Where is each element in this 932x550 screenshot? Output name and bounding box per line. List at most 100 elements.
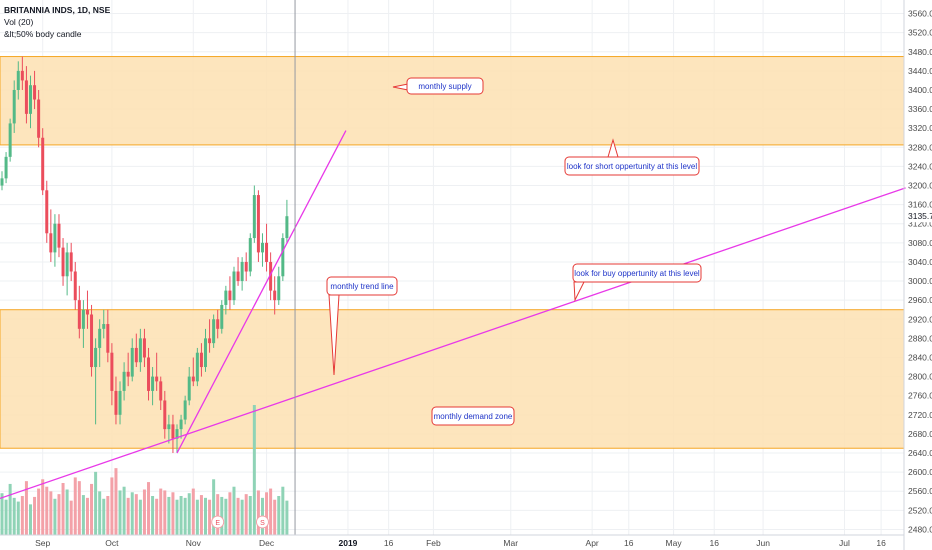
candle-body bbox=[252, 195, 256, 239]
price-tick-label: 2560.00 bbox=[908, 486, 932, 496]
candle-body bbox=[4, 156, 8, 179]
event-marker-S[interactable]: S bbox=[255, 515, 269, 529]
volume-bar bbox=[224, 498, 228, 535]
volume-bar bbox=[53, 498, 57, 535]
volume-bar bbox=[134, 494, 138, 535]
candle-body bbox=[81, 309, 85, 329]
time-axis[interactable]: Sep Oct Nov Dec 2019 16 Feb Mar Apr 16 May 16 Jun Jul… bbox=[0, 534, 904, 548]
event-marker-E[interactable]: E bbox=[211, 515, 225, 529]
time-tick-label: 2019 bbox=[338, 538, 357, 548]
candle-body bbox=[85, 309, 89, 315]
time-tick-label: 16 bbox=[624, 538, 634, 548]
annotations[interactable]: monthly supply look for short oppertunity… bbox=[326, 77, 702, 426]
volume-bar bbox=[195, 499, 199, 535]
price-tick-label: 3200.00 bbox=[908, 181, 932, 191]
volume-bar bbox=[90, 483, 94, 535]
candle-body bbox=[281, 238, 285, 277]
volume-bar bbox=[73, 477, 77, 535]
candle-body bbox=[147, 357, 151, 391]
candle-body bbox=[49, 233, 53, 253]
volume-bar bbox=[0, 493, 4, 535]
price-tick-label: 3320.00 bbox=[908, 123, 932, 133]
time-tick-label: Mar bbox=[503, 538, 518, 548]
volume-bar bbox=[122, 486, 126, 535]
candle-body bbox=[167, 424, 171, 430]
candle-body bbox=[232, 271, 236, 301]
volume-bar bbox=[16, 501, 20, 535]
last-price-tag bbox=[905, 210, 932, 223]
candle-body bbox=[33, 85, 37, 100]
candle-body bbox=[171, 424, 175, 439]
time-tick-label: Feb bbox=[426, 538, 441, 548]
callout-demand[interactable]: monthly demand zone bbox=[431, 406, 515, 426]
time-tick-label: Oct bbox=[105, 538, 119, 548]
candle-body bbox=[187, 376, 191, 401]
volume-bar bbox=[110, 477, 114, 535]
trend-line-long[interactable] bbox=[0, 187, 906, 500]
price-axis[interactable]: 2480.00 2520.00 2560.00 2600.00 2640.00 2680.… bbox=[903, 0, 932, 550]
trend-lines[interactable] bbox=[0, 130, 906, 500]
callout-buy[interactable]: look for buy oppertunity at this level bbox=[572, 263, 702, 302]
custom-indicator-label[interactable]: &lt;50% body candle bbox=[4, 29, 82, 39]
candle-body bbox=[159, 381, 163, 401]
candle-body bbox=[90, 314, 94, 368]
volume-bar bbox=[167, 496, 171, 535]
callout-supply[interactable]: monthly supply bbox=[392, 77, 484, 95]
volume-bar bbox=[191, 488, 195, 535]
candle-body bbox=[102, 324, 106, 329]
candle-body bbox=[126, 371, 130, 377]
callout-trend[interactable]: monthly trend line bbox=[326, 276, 398, 376]
candle-body bbox=[45, 190, 49, 234]
time-tick-label: 16 bbox=[876, 538, 886, 548]
volume-bar bbox=[199, 495, 203, 535]
volume-bar bbox=[102, 498, 106, 535]
volume-bar bbox=[138, 499, 142, 535]
volume-bar bbox=[151, 496, 155, 535]
price-tick-label: 3240.00 bbox=[908, 161, 932, 171]
price-tick-label: 3160.00 bbox=[908, 200, 932, 210]
volume-bar bbox=[248, 496, 252, 535]
candle-body bbox=[204, 338, 207, 368]
volume-bar bbox=[183, 497, 187, 535]
volume-bar bbox=[232, 486, 236, 535]
candle-body bbox=[236, 271, 240, 282]
candle-body bbox=[118, 390, 122, 415]
volume-bar bbox=[94, 471, 98, 535]
event-marker-circle bbox=[255, 515, 269, 529]
volume-bar bbox=[61, 483, 65, 535]
candle-body bbox=[256, 195, 260, 253]
volume-indicator-label[interactable]: Vol (20) bbox=[4, 17, 34, 27]
zone-demand bbox=[0, 309, 905, 449]
volume-bar bbox=[244, 494, 248, 535]
price-tick-label: 3440.00 bbox=[908, 66, 932, 76]
price-tick-label: 3280.00 bbox=[908, 142, 932, 152]
candle-body bbox=[179, 419, 183, 430]
event-marker-label: E bbox=[215, 520, 220, 527]
volume-bar bbox=[212, 479, 216, 535]
candle-body bbox=[77, 300, 81, 329]
volume-bar bbox=[106, 496, 110, 535]
price-tick-label: 2720.00 bbox=[908, 410, 932, 420]
volume-bar bbox=[20, 496, 24, 535]
volume-bar bbox=[8, 483, 12, 535]
volume-bar bbox=[277, 496, 281, 535]
volume-bar bbox=[285, 500, 289, 535]
volume-bars bbox=[0, 405, 289, 535]
callout-text: monthly demand zone bbox=[434, 412, 513, 421]
time-tick-label: 16 bbox=[710, 538, 720, 548]
volume-bar bbox=[130, 492, 134, 535]
symbol-title[interactable]: BRITANNIA INDS, 1D, NSE bbox=[4, 5, 111, 15]
trend-line-steep[interactable] bbox=[176, 130, 347, 454]
candle-body bbox=[216, 319, 220, 329]
candle-body bbox=[8, 123, 12, 157]
volume-bar bbox=[147, 482, 151, 535]
volume-bar bbox=[236, 497, 240, 535]
candle-body bbox=[73, 271, 77, 301]
callout-short[interactable]: look for short oppertunity at this level bbox=[564, 138, 700, 176]
price-tick-label: 3080.00 bbox=[908, 238, 932, 248]
candle-body bbox=[155, 376, 159, 382]
candle-body bbox=[110, 352, 114, 391]
price-tick-label: 2960.00 bbox=[908, 295, 932, 305]
